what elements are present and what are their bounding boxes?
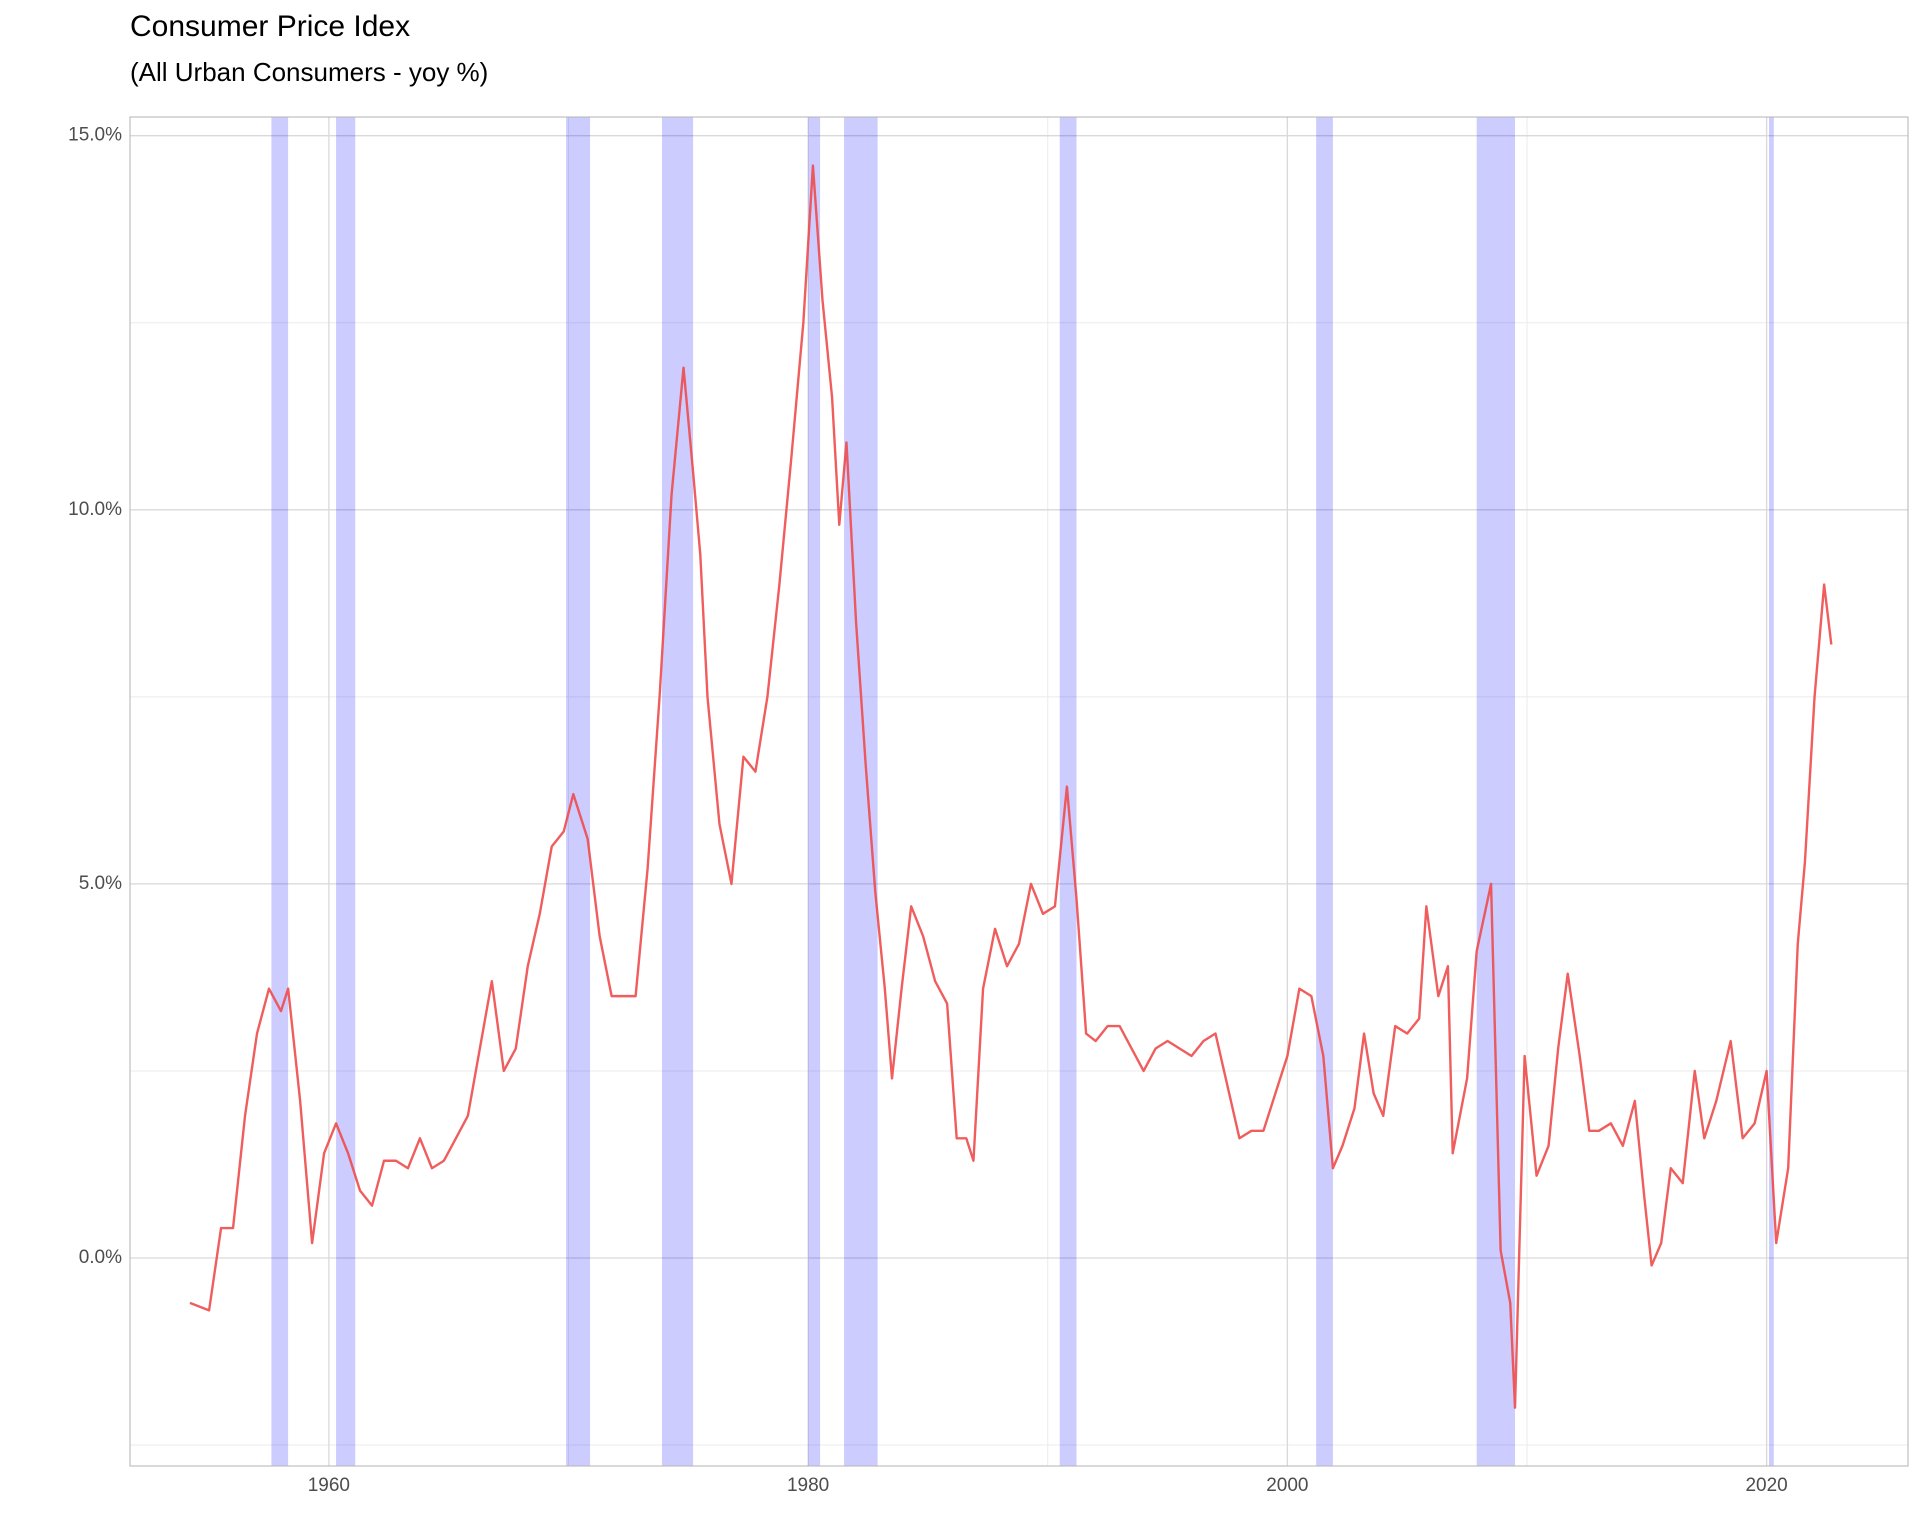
x-tick-label: 2020 <box>1745 1475 1787 1496</box>
recession-band <box>661 117 694 1466</box>
recession-band <box>808 117 821 1466</box>
x-tick-label: 1960 <box>308 1475 350 1496</box>
chart-subtitle: (All Urban Consumers - yoy %) <box>130 57 488 87</box>
x-tick-label: 2000 <box>1266 1475 1308 1496</box>
grid <box>130 117 1908 1466</box>
recession-band <box>1769 117 1774 1466</box>
recession-band <box>566 117 591 1466</box>
x-tick-label: 1980 <box>787 1475 829 1496</box>
y-tick-label: 10.0% <box>68 499 122 520</box>
recession-band <box>336 117 356 1466</box>
recession-band <box>844 117 878 1466</box>
panel-border <box>129 116 1909 1467</box>
cpi-line <box>189 164 1833 1409</box>
recession-band <box>271 117 289 1466</box>
y-tick-label: 15.0% <box>68 125 122 146</box>
lines <box>189 164 1833 1409</box>
recession-bands <box>271 117 1774 1466</box>
y-tick-label: 0.0% <box>79 1247 122 1268</box>
recession-band <box>1476 117 1516 1466</box>
y-tick-label: 5.0% <box>79 873 122 894</box>
recession-band <box>1316 117 1333 1466</box>
chart-title: Consumer Price Idex <box>130 10 410 43</box>
